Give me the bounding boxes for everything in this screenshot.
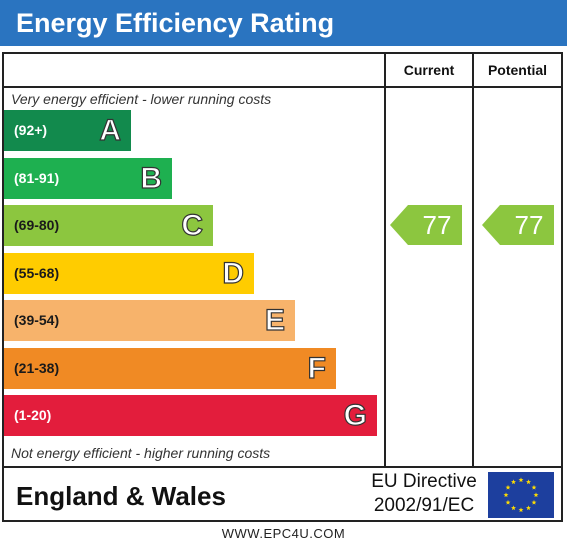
chart-frame: [2, 52, 563, 522]
directive-line-1: EU Directive: [371, 471, 477, 492]
band-g: (1-20) G: [4, 395, 377, 436]
website-label: WWW.EPC4U.COM: [221, 526, 346, 541]
eu-flag-icon: [488, 472, 554, 518]
band-range-b: (81-91): [14, 169, 60, 186]
footer-divider: [2, 466, 563, 468]
directive-line-2: 2002/91/EC: [373, 495, 475, 516]
band-range-a: (92+): [14, 122, 48, 138]
potential-rating-value: 77: [514, 210, 544, 240]
band-c: (69-80) C: [4, 205, 213, 246]
band-letter-d: D: [222, 256, 245, 290]
band-range-d: (55-68): [14, 264, 60, 281]
current-rating-value: 77: [422, 210, 452, 240]
eu-directive: EU Directive 2002/91/EC: [368, 470, 480, 518]
band-a: (92+) A: [4, 110, 131, 151]
header-divider: [2, 86, 563, 88]
band-range-c: (69-80): [14, 217, 60, 233]
column-current: Current: [403, 62, 455, 78]
band-letter-f: F: [307, 351, 327, 385]
band-e: (39-54) E: [4, 300, 295, 341]
column-potential: Potential: [487, 62, 548, 78]
band-letter-e: E: [264, 303, 285, 337]
band-b: (81-91) B: [4, 157, 172, 199]
band-letter-a: A: [99, 113, 122, 147]
potential-rating-arrow: 77: [482, 205, 554, 245]
region-label: England & Wales: [16, 481, 226, 511]
band-letter-b: B: [140, 161, 163, 195]
divider-current: [384, 52, 386, 468]
divider-potential: [472, 52, 474, 468]
note-inefficient: Not energy efficient - higher running co…: [11, 445, 271, 461]
band-letter-g: G: [343, 398, 368, 432]
band-range-f: (21-38): [14, 359, 60, 376]
current-rating-arrow: 77: [390, 205, 462, 245]
band-range-g: (1-20): [14, 407, 52, 423]
band-f: (21-38) F: [4, 347, 336, 389]
band-range-e: (39-54): [14, 312, 60, 328]
note-efficient: Very energy efficient - lower running co…: [11, 91, 272, 107]
band-d: (55-68) D: [4, 252, 254, 294]
chart-title: Energy Efficiency Rating: [0, 0, 567, 46]
band-letter-c: C: [181, 208, 204, 242]
